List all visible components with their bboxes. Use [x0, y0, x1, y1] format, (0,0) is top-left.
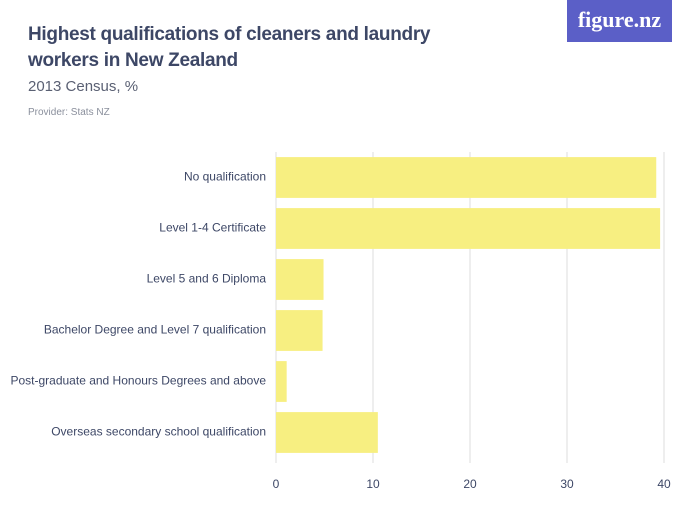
bar [276, 208, 661, 249]
y-tick-label: Level 1-4 Certificate [159, 221, 266, 235]
x-tick-label: 20 [463, 477, 477, 491]
x-tick-label: 30 [560, 477, 574, 491]
x-tick-label: 40 [657, 477, 671, 491]
bar [276, 310, 323, 351]
y-tick-label: No qualification [184, 170, 266, 184]
logo[interactable]: figure.nz [567, 0, 672, 42]
chart-title: Highest qualifications of cleaners and l… [28, 24, 431, 71]
provider: Provider: Stats NZ [28, 107, 110, 118]
bar [276, 361, 287, 402]
bar [276, 157, 657, 198]
x-tick-label: 10 [366, 477, 380, 491]
bar [276, 259, 324, 300]
y-tick-label: Bachelor Degree and Level 7 qualificatio… [44, 323, 266, 337]
bar [276, 412, 378, 453]
x-tick-label: 0 [273, 477, 280, 491]
y-tick-label: Level 5 and 6 Diploma [147, 272, 267, 286]
y-tick-label: Overseas secondary school qualification [51, 425, 266, 439]
y-tick-label: Post-graduate and Honours Degrees and ab… [10, 374, 266, 388]
chart-subtitle: 2013 Census, % [28, 78, 139, 95]
